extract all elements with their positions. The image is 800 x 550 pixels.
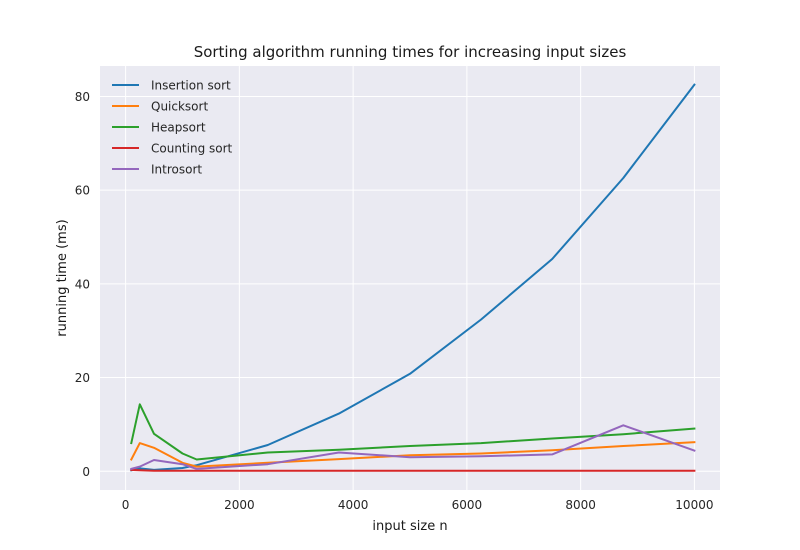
series-line-heapsort xyxy=(130,403,696,461)
chart-title: Sorting algorithm running times for incr… xyxy=(194,43,627,61)
y-axis-label: running time (ms) xyxy=(55,219,70,336)
series-line-introsort xyxy=(130,424,696,471)
legend-entry: Heapsort xyxy=(151,121,206,135)
legend-entry: Introsort xyxy=(151,163,202,177)
y-axis-ticks: 0 20 40 60 80 xyxy=(75,90,90,479)
x-tick-label: 0 xyxy=(122,498,130,512)
y-tick-label: 60 xyxy=(75,184,90,198)
x-tick-label: 6000 xyxy=(452,498,483,512)
legend-entry: Insertion sort xyxy=(151,79,231,93)
series-line-counting-sort xyxy=(130,468,696,472)
legend-entry: Counting sort xyxy=(151,142,233,156)
legend: Insertion sort Quicksort Heapsort Counting … xyxy=(112,79,233,177)
y-tick-label: 20 xyxy=(75,371,90,385)
plot-area xyxy=(100,66,720,490)
x-tick-label: 8000 xyxy=(565,498,596,512)
legend-entry: Quicksort xyxy=(151,100,208,114)
grid xyxy=(100,66,720,490)
y-tick-label: 80 xyxy=(75,90,90,104)
x-tick-label: 2000 xyxy=(224,498,255,512)
x-tick-label: 10000 xyxy=(675,498,713,512)
x-tick-label: 4000 xyxy=(338,498,369,512)
series-lines xyxy=(129,83,696,472)
x-axis-ticks: 0 2000 4000 6000 8000 10000 xyxy=(122,498,714,512)
y-tick-label: 40 xyxy=(75,277,90,291)
y-tick-label: 0 xyxy=(82,465,90,479)
x-axis-label: input size n xyxy=(372,519,447,534)
series-line-insertion-sort xyxy=(130,83,696,472)
